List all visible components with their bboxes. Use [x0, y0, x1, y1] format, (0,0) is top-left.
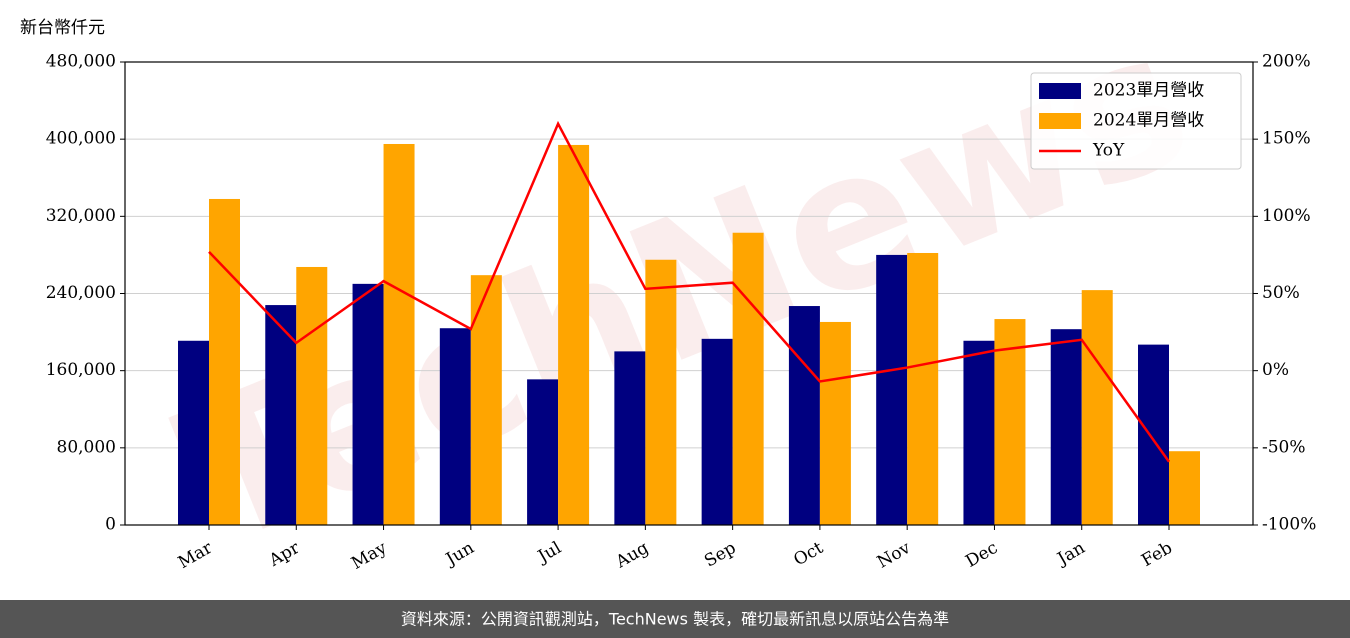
y2-tick-label: -50%	[1262, 437, 1306, 457]
y2-tick-label: 150%	[1262, 129, 1311, 149]
footer: 資料來源：公開資訊觀測站，TechNews 製表，確切最新訊息以原站公告為準	[401, 610, 949, 629]
bar	[876, 254, 908, 525]
y-tick-label: 240,000	[46, 283, 116, 303]
legend-label: 2024單月營收	[1093, 111, 1204, 131]
x-tick-label: Feb	[1138, 538, 1176, 571]
y-tick-label: 400,000	[46, 129, 116, 149]
bar	[1081, 290, 1113, 525]
y-tick-label: 480,000	[46, 52, 116, 72]
bar	[614, 351, 646, 525]
y2-tick-label: 200%	[1262, 52, 1311, 72]
x-tick-label: Oct	[790, 538, 826, 571]
bar	[209, 198, 240, 526]
bar	[1050, 329, 1082, 525]
bar	[527, 379, 559, 525]
yoy-line	[208, 120, 1171, 463]
y-tick-label: 80,000	[57, 437, 116, 457]
bar	[963, 340, 995, 525]
bar	[994, 319, 1026, 525]
plot-frame	[124, 61, 1254, 526]
x-tick-label: Jun	[441, 538, 478, 571]
y-tick-label: 160,000	[46, 360, 116, 380]
x-tick-label: Jul	[533, 538, 565, 568]
bar	[383, 143, 415, 526]
bar	[1169, 451, 1200, 525]
x-tick-label: Aug	[612, 538, 653, 573]
bar	[788, 306, 820, 525]
unit-label: 新台幣仟元	[20, 18, 105, 38]
legend-label: 2023單月營收	[1093, 81, 1204, 101]
x-tick-label: May	[348, 538, 391, 574]
legend-label: YoY	[1092, 141, 1125, 161]
bar	[732, 232, 764, 525]
bar	[439, 328, 471, 525]
legend-box	[1030, 72, 1242, 170]
x-tick-label: Dec	[962, 538, 1001, 572]
bar	[265, 305, 297, 525]
y-tick-label: 0	[105, 515, 116, 535]
y2-tick-label: 100%	[1262, 206, 1311, 226]
bar	[907, 252, 939, 526]
footer-bar	[0, 600, 1350, 638]
legend-swatch	[1039, 83, 1081, 99]
bar	[558, 144, 590, 525]
bar	[178, 340, 209, 525]
bar	[819, 321, 851, 525]
bar	[645, 259, 677, 525]
x-tick-label: Sep	[701, 538, 739, 572]
bar	[1138, 344, 1169, 525]
bar	[296, 266, 328, 525]
x-tick-label: Mar	[175, 537, 217, 573]
y2-tick-label: 0%	[1262, 360, 1289, 380]
y-tick-label: 320,000	[46, 206, 116, 226]
bar	[470, 275, 502, 525]
legend-swatch	[1039, 113, 1081, 129]
bar	[701, 338, 733, 525]
bar	[352, 283, 384, 525]
x-tick-label: Jan	[1053, 538, 1089, 570]
y2-tick-label: 50%	[1262, 283, 1300, 303]
x-tick-label: Nov	[874, 538, 914, 573]
y2-tick-label: -100%	[1262, 515, 1316, 535]
